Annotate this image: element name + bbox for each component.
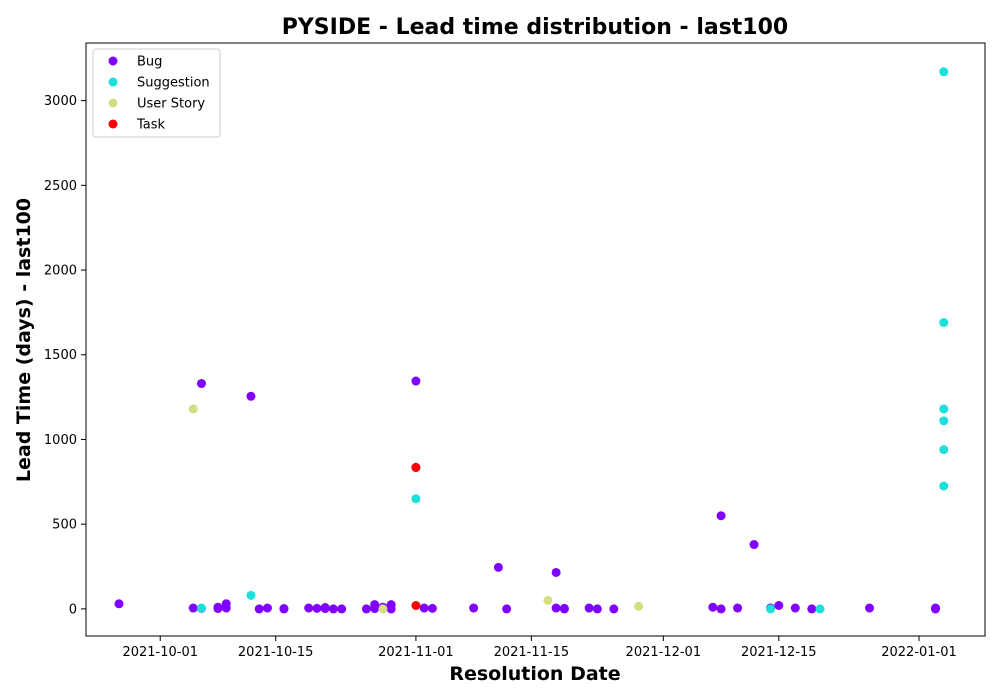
data-point [543,595,553,605]
data-point [807,604,817,614]
data-point [246,391,256,401]
data-point [609,604,619,614]
data-point [716,604,726,614]
legend-box [92,48,221,138]
legend-marker [108,77,118,87]
y-tick-label: 500 [52,518,77,533]
legend-marker [108,119,118,129]
y-tick-label: 2000 [44,264,77,279]
x-axis: 2021-10-01 2021-10-15 2021-11-01 2021-11-15… [122,636,957,660]
data-point [114,599,124,609]
x-tick-label: 2021-10-01 [122,645,198,660]
data-point [419,603,429,613]
data-point [815,604,825,614]
legend-label: Task [136,118,166,133]
data-point [502,604,512,614]
data-point [196,603,206,613]
data-point [592,604,602,614]
data-point [328,604,338,614]
data-point [337,604,347,614]
legend: Bug Suggestion User Story Task [92,48,221,138]
y-tick-label: 1500 [44,348,77,363]
y-tick-label: 3000 [44,94,77,109]
data-point [279,604,289,614]
data-point [411,376,421,386]
data-point [559,603,569,613]
data-point [469,603,479,613]
y-tick-label: 2500 [44,179,77,194]
data-point [411,494,421,504]
y-tick-label: 0 [69,602,77,617]
data-point [716,511,726,521]
data-point [312,603,322,613]
x-tick-label: 2021-12-01 [626,645,702,660]
data-point [939,481,949,491]
data-point [584,603,594,613]
x-tick-label: 2021-10-15 [238,645,314,660]
data-point [939,404,949,414]
data-point [865,603,875,613]
legend-marker [108,98,118,108]
data-point [188,603,198,613]
x-tick-label: 2021-11-15 [494,645,570,660]
y-axis: 0 500 1000 1500 2000 2500 3000 [44,94,86,617]
data-point [246,590,256,600]
y-tick-label: 1000 [44,433,77,448]
data-point [427,603,437,613]
data-point [708,602,718,612]
data-point [254,604,264,614]
x-axis-label: Resolution Date [449,663,620,685]
legend-marker [108,56,118,66]
data-point [634,601,644,611]
data-point [304,603,314,613]
data-point [493,562,503,572]
data-point [221,599,231,609]
chart-title: PYSIDE - Lead time distribution - last10… [282,15,788,40]
data-point [320,604,330,614]
data-point [774,601,784,610]
data-point [749,540,759,550]
data-point [196,379,206,389]
data-point [939,67,949,77]
data-point [411,462,421,472]
data-point [188,404,198,414]
legend-label: User Story [137,97,205,112]
legend-label: Bug [137,55,162,70]
data-point [939,318,949,328]
data-point [361,604,371,614]
x-tick-label: 2022-01-01 [881,645,957,660]
data-point [370,600,380,610]
data-point [378,604,388,614]
data-point [386,604,396,614]
y-axis-label: Lead Time (days) - last100 [13,198,35,482]
data-point [766,604,776,614]
x-tick-label: 2021-12-15 [741,645,817,660]
x-tick-label: 2021-11-01 [378,645,454,660]
data-point [411,601,421,610]
data-point [790,603,800,613]
plot-area [85,42,986,637]
legend-label: Suggestion [137,76,210,91]
data-point [262,603,272,613]
data-point [551,567,561,577]
data-point [939,416,949,426]
plot-frame [85,42,986,637]
data-point [931,603,941,613]
data-point [551,603,561,613]
data-point [733,603,743,613]
data-point [939,445,949,455]
data-point [213,602,223,612]
